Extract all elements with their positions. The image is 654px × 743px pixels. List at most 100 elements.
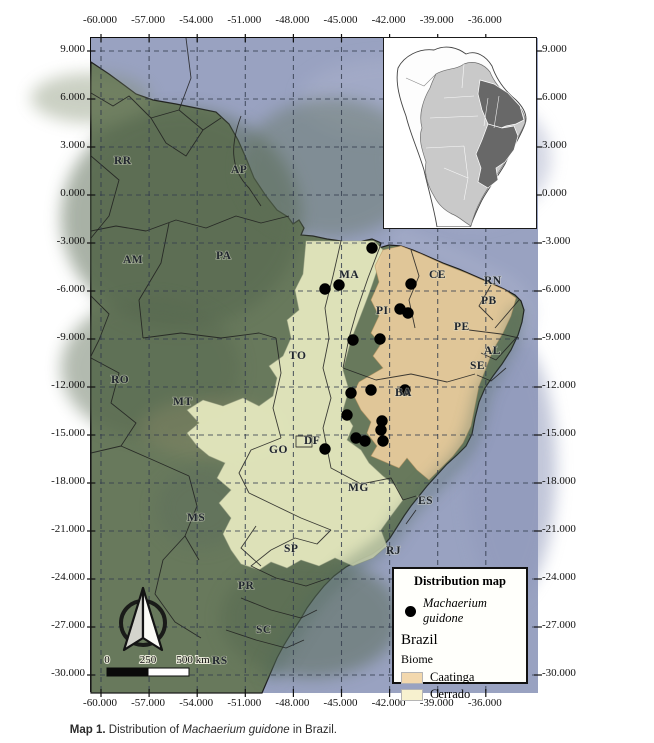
lon-label-bottom: -39.000 <box>419 697 454 709</box>
inset-highlight-south <box>475 123 519 189</box>
lon-label-bottom: -57.000 <box>131 697 166 709</box>
lat-label-left: -6.000 <box>56 283 85 295</box>
occurrence-point <box>319 283 331 295</box>
lat-label-left: -9.000 <box>56 331 85 343</box>
lon-label-top: -45.000 <box>323 14 358 26</box>
occurrence-point <box>347 334 359 346</box>
legend-title: Distribution map <box>413 574 507 588</box>
state-label-GO: GO <box>269 444 288 456</box>
lat-label-left: 9.000 <box>60 43 85 55</box>
occurrence-points <box>319 242 417 455</box>
lon-label-bottom: -45.000 <box>323 697 358 709</box>
lat-label-left: -27.000 <box>51 619 85 631</box>
state-label-SP: SP <box>284 543 298 555</box>
lon-label-bottom: -54.000 <box>179 697 214 709</box>
state-label-CE: CE <box>429 269 446 281</box>
lat-label-right: -24.000 <box>542 571 576 583</box>
coastal-forest-band <box>263 306 523 681</box>
lon-label-bottom: -60.000 <box>83 697 117 709</box>
occurrence-point <box>366 242 378 254</box>
lat-label-left: -3.000 <box>56 235 85 247</box>
lat-label-right: -3.000 <box>542 235 571 247</box>
caption-text-after: in Brazil. <box>289 724 337 736</box>
biome-cerrado <box>186 240 404 571</box>
occurrence-point <box>375 424 387 436</box>
state-label-MA: MA <box>339 269 359 281</box>
lat-label-left: -15.000 <box>51 427 85 439</box>
lat-label-left: -24.000 <box>51 571 85 583</box>
caption-species: Machaerium guidone <box>182 724 290 736</box>
state-label-RJ: RJ <box>386 545 401 557</box>
legend: Distribution map Machaerium guidone Braz… <box>392 567 528 701</box>
cerrado-label: Cerrado <box>430 687 471 701</box>
lat-label-right: -27.000 <box>542 619 576 631</box>
state-label-BA: BA <box>395 387 412 399</box>
scale-label-500km: 500 km <box>176 654 210 666</box>
ocean-shelf-band <box>389 228 535 339</box>
legend-species-row: Machaerium guidone <box>405 596 519 626</box>
lat-label-left: 3.000 <box>60 139 85 151</box>
inset-svg <box>396 46 527 228</box>
occurrence-point <box>333 279 345 291</box>
lat-label-left: -18.000 <box>51 475 85 487</box>
lon-label-top: -51.000 <box>227 14 262 26</box>
lat-label-right: -6.000 <box>542 283 571 295</box>
state-label-RN: RN <box>484 275 502 287</box>
lat-label-right: -9.000 <box>542 331 571 343</box>
lat-label-right: -18.000 <box>542 475 576 487</box>
lon-label-top: -42.000 <box>371 14 406 26</box>
scale-label-0: 0 <box>104 654 110 666</box>
state-label-MG: MG <box>348 482 369 494</box>
lat-label-right: -30.000 <box>542 667 576 679</box>
state-label-AP: AP <box>231 164 247 176</box>
state-label-SE: SE <box>470 360 485 372</box>
scale-label-250: 250 <box>140 654 157 666</box>
legend-item-caatinga: Caatinga <box>401 670 519 685</box>
state-label-SC: SC <box>256 624 272 636</box>
state-label-MS: MS <box>187 512 205 524</box>
state-label-RR: RR <box>114 155 132 167</box>
state-label-PR: PR <box>238 580 255 592</box>
map-canvas: RR AP AM PA MA CE RN PB PI PE AL SE TO RO MT BA DF GO MG ES… <box>31 34 556 697</box>
caption-text-before: Distribution of <box>105 724 183 736</box>
occurrence-point <box>377 435 389 447</box>
lon-label-bottom: -36.000 <box>467 697 502 709</box>
lon-label-top: -36.000 <box>467 14 502 26</box>
inset-map <box>383 37 537 229</box>
cerrado-swatch <box>401 688 423 701</box>
lat-label-right: 0.000 <box>542 187 567 199</box>
caatinga-label: Caatinga <box>430 670 475 684</box>
state-label-MT: MT <box>173 396 193 408</box>
lat-label-left: 0.000 <box>60 187 85 199</box>
lon-label-bottom: -48.000 <box>275 697 310 709</box>
lon-label-top: -48.000 <box>275 14 310 26</box>
lat-label-right: -12.000 <box>542 379 576 391</box>
lat-label-left: 6.000 <box>60 91 85 103</box>
lat-label-left: -30.000 <box>51 667 85 679</box>
state-label-ES: ES <box>418 495 433 507</box>
lon-label-top: -60.000 <box>83 14 117 26</box>
lat-label-left: -12.000 <box>51 379 85 391</box>
lon-label-top: -39.000 <box>419 14 454 26</box>
lon-label-top: -54.000 <box>179 14 214 26</box>
lon-label-bottom: -42.000 <box>371 697 406 709</box>
occurrence-point <box>405 278 417 290</box>
legend-species-label: Machaerium guidone <box>423 596 487 625</box>
lat-label-right: 3.000 <box>542 139 567 151</box>
state-label-PA: PA <box>216 250 232 262</box>
state-label-PB: PB <box>481 295 497 307</box>
lat-label-left: -21.000 <box>51 523 85 535</box>
map-svg: RR AP AM PA MA CE RN PB PI PE AL SE TO RO MT BA DF GO MG ES… <box>31 34 556 697</box>
ocean-deep <box>466 338 556 598</box>
caption-label: Map 1. <box>69 724 106 736</box>
inset-state-lines <box>425 63 500 201</box>
occurrence-point <box>341 409 353 421</box>
legend-biome-heading: Biome <box>401 652 433 666</box>
lat-label-right: -15.000 <box>542 427 576 439</box>
state-label-PE: PE <box>454 321 470 333</box>
occurrence-point <box>374 333 386 345</box>
lat-label-right: -21.000 <box>542 523 576 535</box>
state-label-DF: DF <box>304 435 320 447</box>
occurrence-point <box>399 384 411 396</box>
occurrence-point <box>359 435 371 447</box>
